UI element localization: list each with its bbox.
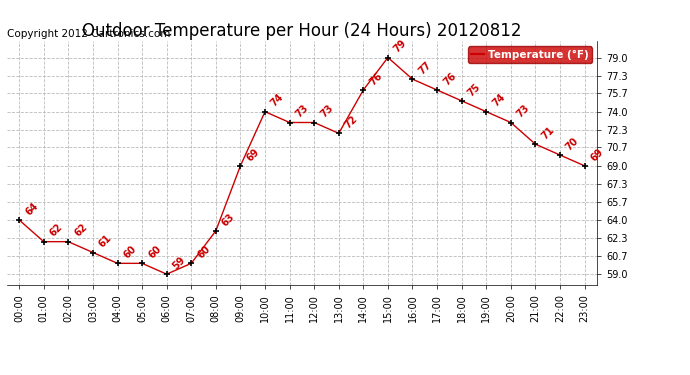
Text: 62: 62	[48, 222, 65, 239]
Text: Copyright 2012 Cartronics.com: Copyright 2012 Cartronics.com	[7, 29, 170, 39]
Text: 59: 59	[171, 255, 188, 272]
Text: 73: 73	[318, 103, 335, 120]
Text: 61: 61	[97, 233, 114, 250]
Text: 76: 76	[368, 70, 384, 87]
Text: 79: 79	[392, 38, 408, 55]
Text: 64: 64	[23, 201, 40, 217]
Text: 62: 62	[72, 222, 89, 239]
Text: 60: 60	[121, 244, 138, 261]
Text: 77: 77	[417, 60, 433, 76]
Text: 70: 70	[564, 136, 581, 152]
Text: 63: 63	[220, 211, 237, 228]
Text: 71: 71	[540, 125, 556, 141]
Text: 76: 76	[441, 70, 458, 87]
Text: 60: 60	[195, 244, 212, 261]
Text: 75: 75	[466, 81, 482, 98]
Text: 74: 74	[269, 92, 286, 109]
Text: 73: 73	[515, 103, 531, 120]
Text: 74: 74	[491, 92, 507, 109]
Text: 60: 60	[146, 244, 163, 261]
Legend: Temperature (°F): Temperature (°F)	[468, 46, 591, 63]
Text: 73: 73	[294, 103, 310, 120]
Title: Outdoor Temperature per Hour (24 Hours) 20120812: Outdoor Temperature per Hour (24 Hours) …	[82, 22, 522, 40]
Text: 72: 72	[343, 114, 359, 130]
Text: 69: 69	[589, 147, 605, 163]
Text: 69: 69	[244, 147, 262, 163]
